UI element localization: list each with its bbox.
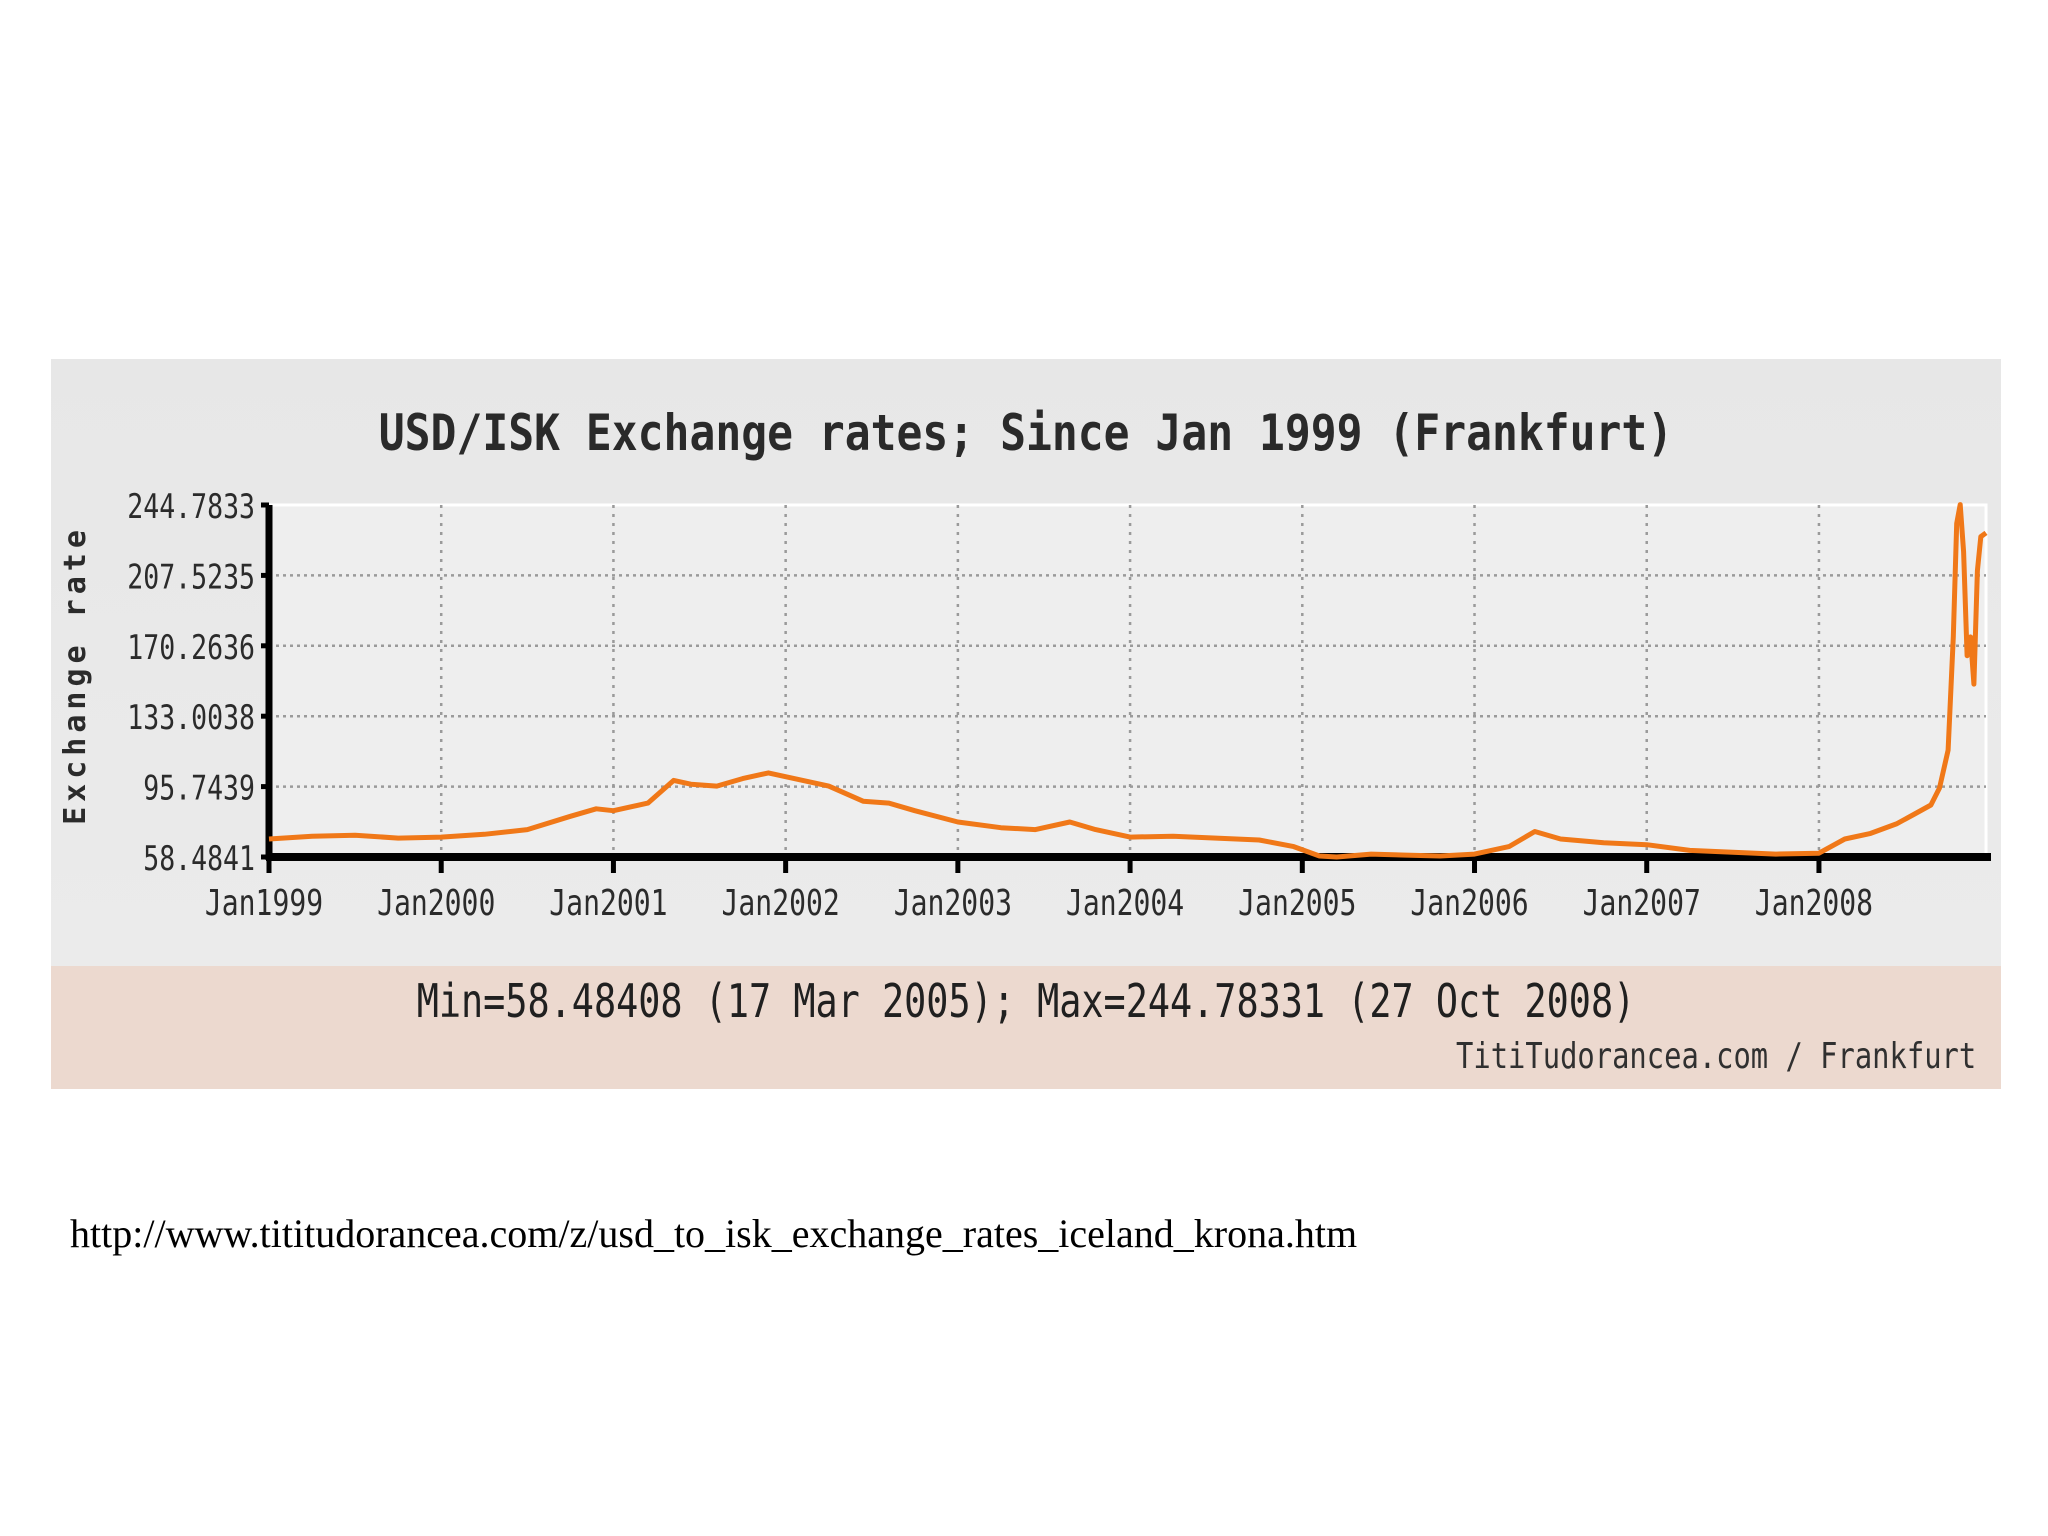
x-tick-label: Jan2005 xyxy=(1238,882,1356,924)
x-tick-label: Jan2002 xyxy=(722,882,840,924)
y-axis-label: Exchange rate xyxy=(58,525,93,825)
y-tick-label: 244.7833 xyxy=(127,488,255,527)
chart-title: USD/ISK Exchange rates; Since Jan 1999 (… xyxy=(378,404,1674,462)
x-tick-label: Jan2004 xyxy=(1066,882,1184,924)
x-tick-label: Jan2000 xyxy=(377,882,495,924)
plot-area xyxy=(267,503,1988,859)
x-tick-label: Jan2007 xyxy=(1583,882,1701,924)
series-line-usd-isk xyxy=(268,502,1988,860)
x-tick-label: Jan1999 xyxy=(205,882,323,924)
x-tick-label: Jan2006 xyxy=(1410,882,1528,924)
y-tick-label: 170.2636 xyxy=(127,629,255,668)
y-tick-label: 207.5235 xyxy=(127,558,255,597)
chart-panel: 244.7833 207.5235 170.2636 133.0038 95.7439 5… xyxy=(51,359,2001,1089)
exchange-rate-chart: 244.7833 207.5235 170.2636 133.0038 95.7439 5… xyxy=(58,488,1991,924)
y-tick-label: 58.4841 xyxy=(143,840,255,879)
chart-credit: TitiTudorancea.com / Frankfurt xyxy=(1455,1036,1976,1077)
y-tick-label: 95.7439 xyxy=(143,769,255,808)
min-max-summary: Min=58.48408 (17 Mar 2005); Max=244.7833… xyxy=(416,974,1636,1028)
x-tick-label: Jan2008 xyxy=(1755,882,1873,924)
x-tick-label: Jan2001 xyxy=(549,882,667,924)
chart-footer: Min=58.48408 (17 Mar 2005); Max=244.7833… xyxy=(51,966,2001,1089)
source-url[interactable]: http://www.tititudorancea.com/z/usd_to_i… xyxy=(70,1211,1358,1256)
x-tick-label: Jan2003 xyxy=(894,882,1012,924)
y-tick-label: 133.0038 xyxy=(127,699,255,738)
